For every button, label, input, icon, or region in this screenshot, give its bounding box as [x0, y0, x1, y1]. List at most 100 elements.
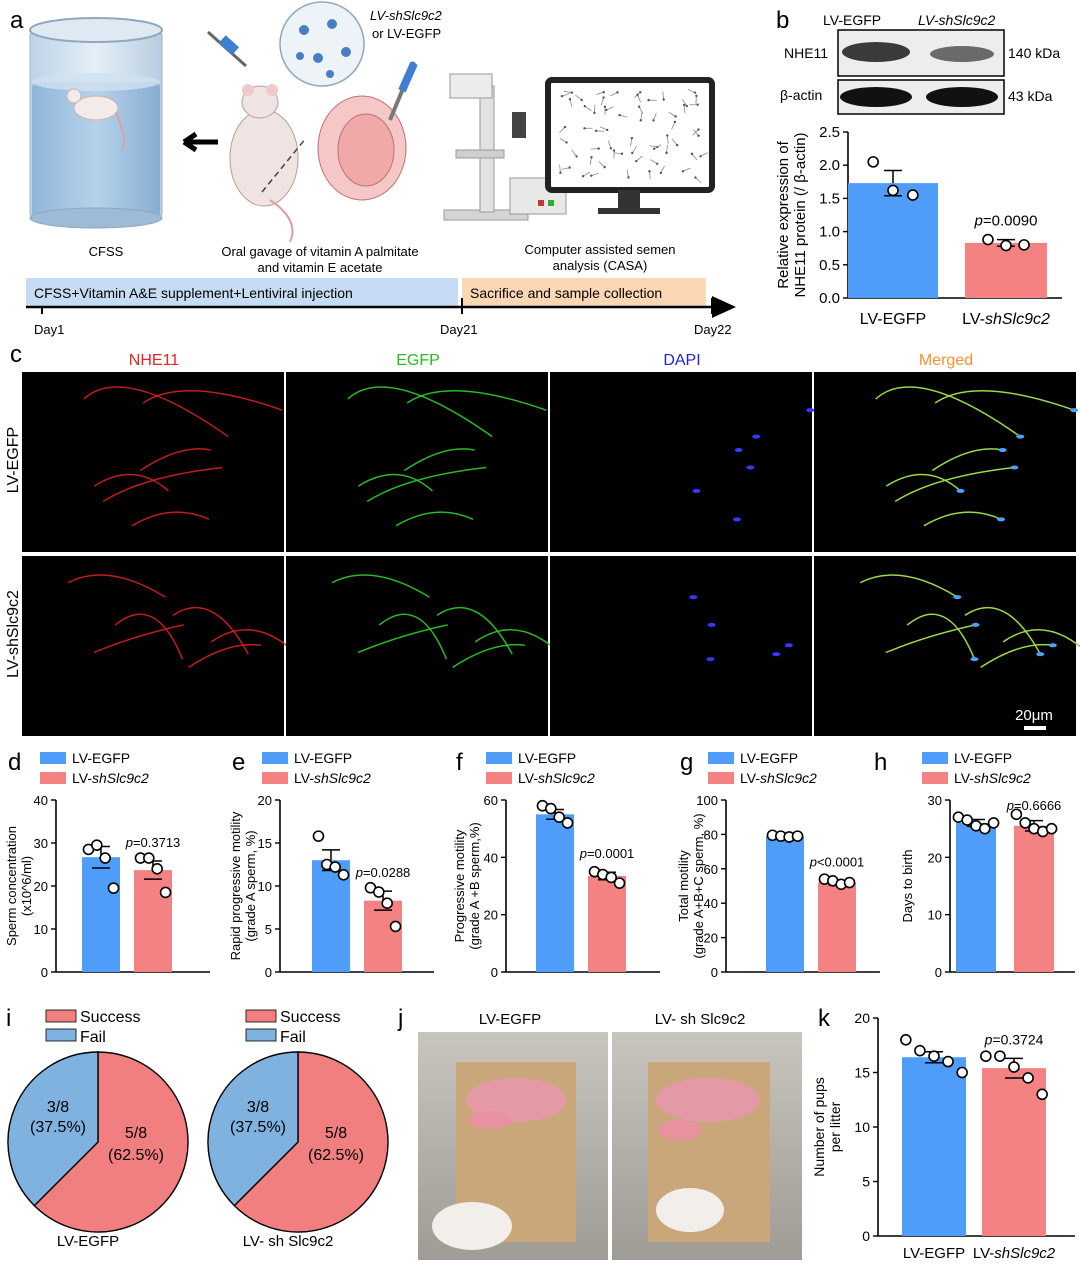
blot-lane-2: LV-shSlc9c2 — [918, 12, 996, 28]
legend-success-swatch — [45, 1009, 77, 1023]
photo-label-left: LV-EGFP — [479, 1011, 541, 1028]
legend-label-sh: LV-shSlc9c2 — [740, 770, 817, 786]
pie-group-left: LV-EGFP — [57, 1233, 119, 1250]
bar-egfp — [848, 183, 938, 298]
syringe-icon — [206, 30, 248, 68]
panel-b-western-blot: LV-EGFP LV-shSlc9c2 NHE11 β-actin 140 kD… — [780, 12, 1060, 115]
cage-photo-right — [612, 1032, 802, 1260]
data-point — [978, 822, 991, 835]
y-axis-label: Relative expression ofNHE11 protein (/ β… — [775, 132, 809, 297]
band-label-nhe11: NHE11 — [784, 45, 828, 61]
data-point — [980, 1050, 992, 1062]
timeline-bar-2 — [462, 278, 706, 306]
data-point — [151, 862, 163, 875]
legend-label-egfp: LV-EGFP — [518, 750, 576, 766]
legend-label-sh: LV-shSlc9c2 — [518, 770, 595, 786]
data-point — [987, 817, 1000, 829]
pie-slice-fail-0 — [7, 1051, 99, 1207]
category-label: LV-shSlc9c2 — [973, 1245, 1056, 1262]
panel-letter-g: g — [680, 749, 693, 776]
y-tick-label: 20 — [258, 793, 272, 808]
y-axis-label: Number of pupsper litter — [811, 1077, 843, 1177]
bar-sh — [1014, 825, 1054, 972]
cage-photo-left — [418, 1032, 608, 1260]
data-point — [605, 871, 617, 884]
data-point — [99, 852, 111, 864]
bar-sh — [965, 242, 1047, 298]
monitor-sperm-icon — [559, 88, 708, 184]
pie-succ-pct-right: (62.5%) — [308, 1147, 364, 1164]
panel-a-illustration: LV-shSlc9c2 or LV-EGFP CFSS Oral gavage — [26, 1, 736, 337]
virus-label-2: or LV-EGFP — [372, 26, 441, 41]
data-point — [553, 811, 565, 824]
day21-label: Day21 — [440, 322, 478, 337]
data-point — [107, 882, 120, 894]
category-label: LV-EGFP — [860, 311, 926, 328]
pie-fail-frac-right: 3/8 — [247, 1099, 269, 1116]
data-point — [843, 876, 856, 889]
data-point — [1036, 1088, 1048, 1101]
arrow-left-icon — [182, 131, 218, 153]
mouse-icon — [229, 84, 307, 243]
pie-slice-success-0 — [33, 1051, 189, 1233]
legend-swatch-egfp — [922, 752, 948, 764]
micrograph-1-2 — [550, 556, 812, 736]
panel-c-microscopy: NHE11 EGFP DAPI Merged LV-EGFP LV-shSlc9… — [5, 352, 1080, 736]
day22-label: Day22 — [694, 322, 732, 337]
data-point — [961, 814, 974, 826]
micrograph-1-1 — [286, 556, 548, 736]
data-point — [928, 1050, 940, 1062]
data-point — [312, 830, 325, 842]
y-tick-label: 40 — [704, 896, 718, 911]
chart-g: 0 20 40 60 80 100 p<0.0001 Total motility(grade… — [676, 750, 880, 980]
y-tick-label: 10 — [928, 908, 942, 923]
panel-letter-e: e — [232, 749, 245, 776]
y-tick-label: 1.5 — [819, 190, 840, 207]
y-axis-label: Days to birth — [900, 850, 915, 923]
y-tick-label: 2.0 — [819, 157, 840, 174]
chart-e: 0 5 10 15 20 p=0.0288 Rapid progressive motili… — [228, 750, 434, 980]
data-point — [1018, 239, 1030, 251]
legend-fail-label: Fail — [80, 1029, 106, 1046]
testis-icon — [317, 61, 418, 201]
y-tick-label: 10 — [854, 1119, 870, 1135]
legend-fail-swatch-2 — [245, 1028, 277, 1042]
pie-succ-frac-right: 5/8 — [325, 1125, 347, 1142]
category-label: LV-EGFP — [903, 1245, 965, 1262]
monitor-icon — [545, 77, 715, 214]
y-tick-label: 10 — [34, 922, 48, 937]
legend-swatch-sh — [486, 772, 512, 784]
bar-sh — [818, 882, 856, 972]
bar-sh — [134, 870, 172, 972]
p-value-label: p=0.3724 — [984, 1031, 1044, 1047]
row-label-sh: LV-shSlc9c2 — [5, 590, 22, 678]
data-point — [982, 233, 994, 246]
kda-43: 43 kDa — [1008, 88, 1053, 104]
p-value-label: p=0.0001 — [579, 846, 635, 861]
panel-letter-k: k — [818, 1005, 831, 1032]
panel-letter-b: b — [776, 7, 789, 34]
band-label-actin: β-actin — [780, 87, 822, 103]
cfss-label: CFSS — [89, 244, 124, 259]
day1-label: Day1 — [34, 322, 64, 337]
row-label-egfp: LV-EGFP — [5, 427, 22, 493]
legend-label-sh: LV-shSlc9c2 — [294, 770, 371, 786]
legend-swatch-egfp — [262, 752, 288, 764]
y-tick-label: 15 — [258, 836, 272, 851]
data-point — [1019, 817, 1031, 829]
y-tick-label: 15 — [854, 1065, 870, 1081]
data-point — [337, 869, 350, 881]
legend-label-sh: LV-shSlc9c2 — [72, 770, 149, 786]
y-tick-label: 0 — [41, 965, 48, 980]
virus-label-1: LV-shSlc9c2 — [370, 8, 443, 23]
y-tick-label: 60 — [704, 862, 718, 877]
data-point — [942, 1055, 954, 1068]
data-point — [867, 156, 880, 168]
y-tick-label: 0 — [491, 965, 498, 980]
y-tick-label: 100 — [696, 793, 718, 808]
y-tick-label: 80 — [704, 827, 718, 842]
legend-swatch-egfp — [486, 752, 512, 764]
pie-slice-success-1 — [233, 1051, 389, 1233]
panel-letter-h: h — [874, 749, 887, 776]
data-point — [91, 839, 103, 851]
